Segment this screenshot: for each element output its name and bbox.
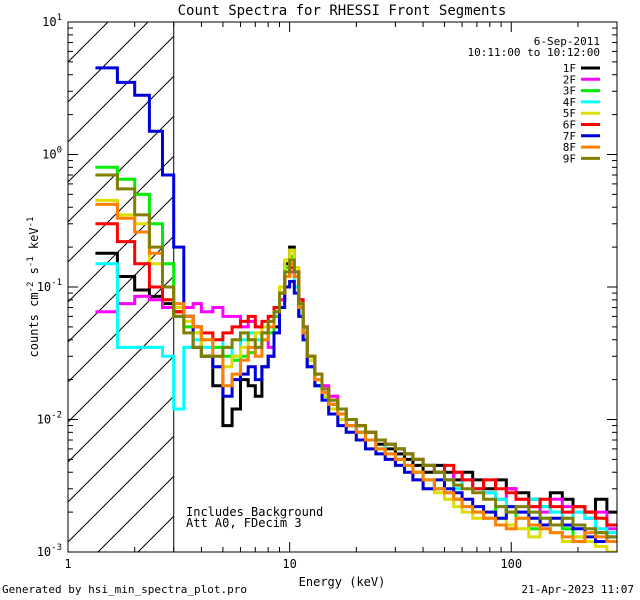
legend-label-9F: 9F [563,152,576,165]
footer-generated-by: Generated by hsi_min_spectra_plot.pro [2,583,248,596]
hatch-line [97,475,175,552]
legend-time-range: 10:11:00 to 10:12:00 [468,46,600,59]
hatch-line [68,155,175,263]
hatch-line [68,275,175,383]
series-line-7F [95,66,617,543]
hatch-line [68,22,149,103]
legend-label-6F: 6F [563,119,576,132]
y-tick-label: 100 [42,146,62,162]
series-line-2F [95,270,617,531]
hatch-line [68,75,175,183]
hatch-line [68,435,175,543]
legend-label-5F: 5F [563,107,576,120]
x-tick-label: 100 [500,557,522,571]
series-line-9F [95,173,617,539]
y-tick-label: 101 [42,13,62,29]
hatch-line [68,395,175,503]
background-hatched-region [68,22,175,552]
x-tick-label: 1 [64,557,71,571]
chart-title: Count Spectra for RHESSI Front Segments [178,3,507,19]
y-tick-label: 10-2 [37,411,62,427]
hatch-line [137,515,175,552]
y-axis-label: counts cm-2 s-1 keV-1 [26,217,41,358]
legend-label-4F: 4F [563,96,576,109]
hatch-line [68,195,175,303]
hatch-line [68,22,109,63]
legend-label-7F: 7F [563,130,576,143]
annotation-attenuator: Att A0, FDecim 3 [186,516,302,530]
hatch-line [68,355,175,463]
legend-label-1F: 1F [563,62,576,75]
legend-label-8F: 8F [563,141,576,154]
x-tick-label: 10 [282,557,296,571]
hatch-line [68,115,175,223]
y-tick-label: 10-3 [37,543,62,559]
footer-timestamp: 21-Apr-2023 11:07 [521,583,634,596]
annotation-background: Includes Background [186,505,323,519]
legend-label-2F: 2F [563,73,576,86]
legend-label-3F: 3F [563,85,576,98]
x-axis-label: Energy (keV) [299,575,386,589]
legend-date: 6-Sep-2011 [534,35,600,48]
hatch-line [68,315,175,423]
y-tick-label: 10-1 [37,278,62,294]
hatch-line [68,35,175,143]
